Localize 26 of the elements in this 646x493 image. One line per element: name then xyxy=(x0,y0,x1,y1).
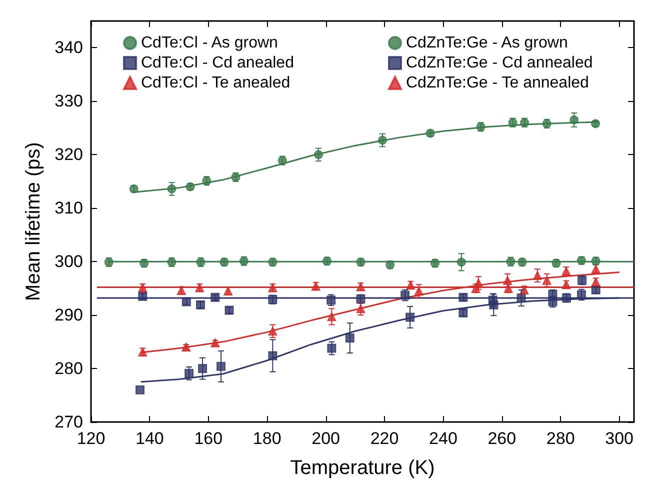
x-tick-label: 260 xyxy=(488,429,516,448)
x-tick-label: 220 xyxy=(370,429,399,448)
x-tick-label: 180 xyxy=(252,429,282,448)
x-tick-label: 300 xyxy=(605,429,634,448)
y-tick-label: 290 xyxy=(54,306,83,325)
y-tick-label: 280 xyxy=(54,359,83,378)
x-tick-label: 280 xyxy=(546,429,575,448)
x-axis-title: Temperature (K) xyxy=(290,457,435,479)
legend-label: CdTe:Cl - As grown xyxy=(141,34,278,52)
x-tick-label: 160 xyxy=(194,429,223,448)
legend-label: CdZnTe:Ge - Te annealed xyxy=(406,74,589,92)
x-tick-label: 200 xyxy=(312,429,340,448)
y-tick-label: 300 xyxy=(54,252,83,272)
y-tick-label: 340 xyxy=(54,38,83,58)
y-tick-label: 330 xyxy=(54,92,83,111)
y-tick-label: 270 xyxy=(54,412,83,432)
y-tick-label: 320 xyxy=(54,145,83,164)
x-tick-label: 140 xyxy=(136,429,164,448)
legend-label: CdZnTe:Ge - Cd annealed xyxy=(406,54,593,72)
legend-label: CdTe:Cl - Te anealed xyxy=(141,74,290,92)
x-tick-label: 120 xyxy=(76,429,106,448)
legend-label: CdZnTe:Ge - As grown xyxy=(406,34,568,52)
x-tick-label: 240 xyxy=(429,429,458,448)
y-axis-title: Mean lifetime (ps) xyxy=(22,142,45,301)
y-tick-label: 310 xyxy=(54,198,83,218)
legend-label: CdTe:Cl - Cd anealed xyxy=(141,54,294,72)
